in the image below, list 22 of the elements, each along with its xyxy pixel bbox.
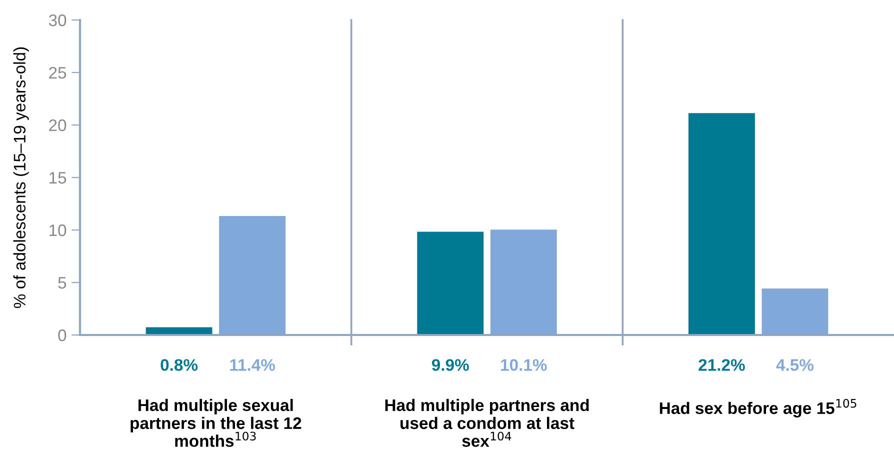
y-axis-title: % of adolescents (15–19 years-old): [13, 47, 29, 308]
data-label: 9.9%: [432, 359, 469, 371]
y-tick-label: 25: [49, 66, 66, 79]
y-tick-label: 15: [50, 172, 66, 184]
bar: [687, 112, 756, 335]
bar: [760, 287, 830, 335]
data-label: 11.4%: [230, 359, 276, 371]
data-label: 21.2%: [698, 359, 745, 371]
y-tick-label: 20: [49, 119, 66, 132]
y-tick-label: 10: [50, 224, 66, 236]
data-label: 4.5%: [776, 359, 814, 371]
bar: [218, 214, 287, 335]
y-tick-label: 30: [48, 14, 66, 26]
x-tick-label: Had multiple sexual partners in the last 12 months$^{103}$: [130, 398, 302, 447]
x-tick-label: Had multiple partners and used a condom at last sex$^{104}$: [385, 398, 589, 447]
y-tick-label: 5: [58, 277, 66, 289]
data-label: 0.8%: [160, 359, 198, 371]
bar: [416, 230, 485, 335]
data-label: 10.1%: [501, 359, 547, 371]
bar: [489, 228, 558, 335]
x-tick-label: Had sex before age 15$^{105}$: [660, 398, 856, 418]
y-tick-label: 0: [58, 329, 66, 342]
